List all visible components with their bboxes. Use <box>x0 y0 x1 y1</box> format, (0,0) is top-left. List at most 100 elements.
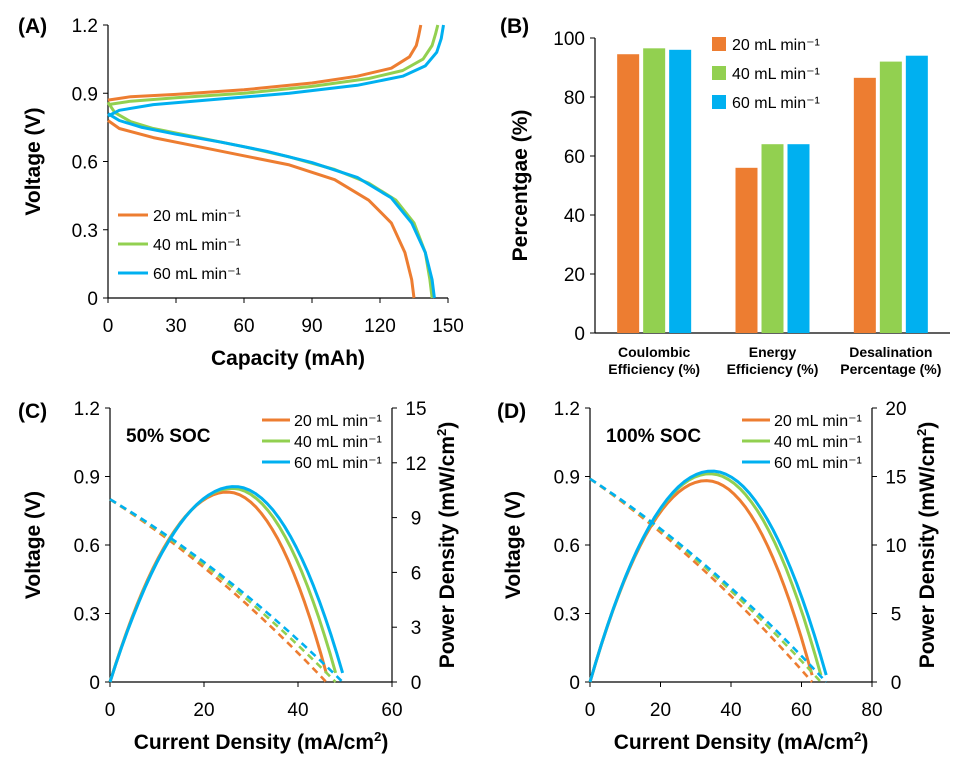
y2-axis-title-main: Power Density (mW/cm <box>436 436 459 668</box>
x-axis-title: Current Density (mA/cm2) <box>134 729 389 754</box>
x-tick-label: 20 <box>193 700 214 721</box>
panel-label: (C) <box>18 400 47 423</box>
x-axis-title-sup: 2 <box>854 729 861 744</box>
y-axis-title: Voltage (V) <box>502 491 525 599</box>
legend-label: 40 mL min⁻¹ <box>294 434 382 451</box>
series-2-power-line <box>588 469 828 683</box>
y-tick-label: 0.3 <box>74 605 100 626</box>
y2-tick-label: 9 <box>411 509 422 530</box>
series-2-power-line <box>108 485 345 683</box>
series-2-discharge-line <box>107 112 436 299</box>
y2-axis-title-main: Power Density (mW/cm <box>916 436 939 668</box>
y-tick-label: 0.6 <box>74 536 100 557</box>
legend-label: 40 mL min⁻¹ <box>774 434 862 451</box>
y-tick-label: 0 <box>569 673 580 694</box>
y-tick-label: 0.9 <box>554 468 580 489</box>
bar-energy-series-1 <box>761 144 784 333</box>
y-tick-label: 0.3 <box>72 221 98 242</box>
y2-tick-label: 10 <box>885 536 906 557</box>
bar-desalination-series-2 <box>905 55 928 333</box>
y2-tick-label: 12 <box>405 454 426 475</box>
y2-axis-title-sup: 2 <box>914 429 929 436</box>
y-tick-label: 0 <box>87 289 98 310</box>
y2-tick-label: 15 <box>885 468 906 489</box>
y-tick-label: 1.2 <box>72 16 98 37</box>
panel-label: (A) <box>18 15 47 38</box>
soc-annotation: 100% SOC <box>606 426 701 447</box>
y-axis-title: Voltage (V) <box>22 491 45 599</box>
bar-energy-series-2 <box>787 144 810 333</box>
y2-axis-title-end: ) <box>916 422 939 429</box>
legend-swatch <box>712 37 726 51</box>
x-tick-label: 120 <box>364 316 396 337</box>
x-tick-label: 20 <box>650 700 671 721</box>
panel-c-polarization-50-soc: (C) 50% SOC 0 0.3 0.6 0.9 1.2 0 3 6 9 12 15 0 20 40 60 Cu… <box>18 399 459 754</box>
bar-coulombic-series-2 <box>669 49 692 334</box>
panel-label: (D) <box>497 400 526 423</box>
y2-axis-title-sup: 2 <box>434 429 449 436</box>
y2-tick-label: 0 <box>891 673 902 694</box>
y2-tick-label: 20 <box>885 399 906 420</box>
legend-label: 20 mL min⁻¹ <box>294 413 382 430</box>
series-0-discharge-line <box>107 119 416 299</box>
bar-coulombic-series-1 <box>643 48 666 333</box>
x-tick-label: 40 <box>287 700 308 721</box>
bar-coulombic-series-0 <box>617 54 640 333</box>
y-tick-label: 80 <box>564 88 585 109</box>
x-axis-title-end: ) <box>861 731 868 754</box>
x-tick-label: 0 <box>103 316 114 337</box>
x-axis-title-sup: 2 <box>374 729 381 744</box>
y2-tick-label: 6 <box>411 563 422 584</box>
y-tick-label: 1.2 <box>554 399 580 420</box>
legend-label: 40 mL min⁻¹ <box>153 237 241 254</box>
legend-label: 20 mL min⁻¹ <box>153 208 241 225</box>
y-tick-label: 0.6 <box>72 153 98 174</box>
y-tick-label: 1.2 <box>74 399 100 420</box>
bar-energy-series-0 <box>735 167 758 333</box>
x-axis-title: Capacity (mAh) <box>211 347 365 370</box>
category-label: Desalination <box>849 344 932 360</box>
legend-label: 60 mL min⁻¹ <box>153 266 241 283</box>
category-label: Efficiency (%) <box>608 361 700 377</box>
y2-tick-label: 15 <box>405 399 426 420</box>
x-tick-label: 60 <box>791 700 812 721</box>
x-tick-label: 150 <box>432 316 464 337</box>
y-tick-label: 0 <box>89 673 100 694</box>
series-0-charge-line <box>107 24 423 102</box>
y-tick-label: 0 <box>574 324 585 345</box>
series-1-voltage-line <box>589 477 822 683</box>
legend-swatch <box>712 66 726 80</box>
y-tick-label: 100 <box>553 29 585 50</box>
series-1-voltage-line <box>109 498 337 683</box>
series-2-charge-line <box>107 24 445 118</box>
x-tick-label: 60 <box>233 316 254 337</box>
y2-tick-label: 0 <box>411 673 422 694</box>
legend-label: 20 mL min⁻¹ <box>732 37 820 54</box>
bar-desalination-series-0 <box>853 77 876 333</box>
y-tick-label: 0.3 <box>554 605 580 626</box>
x-axis-title-main: Current Density (mA/cm <box>134 731 374 754</box>
panel-d-polarization-100-soc: (D) 100% SOC 0 0.3 0.6 0.9 1.2 0 5 10 15 20 0 20 40 60 8… <box>497 399 939 754</box>
x-tick-label: 90 <box>301 316 322 337</box>
legend-label: 40 mL min⁻¹ <box>732 66 820 83</box>
x-tick-label: 60 <box>381 700 402 721</box>
panel-label: (B) <box>500 15 529 38</box>
x-axis-title-end: ) <box>381 731 388 754</box>
y2-axis-title: Power Density (mW/cm2) <box>914 422 939 668</box>
x-tick-label: 0 <box>105 700 116 721</box>
x-tick-label: 80 <box>861 700 882 721</box>
y-axis-title: Percentgae (%) <box>509 110 532 262</box>
y-tick-label: 0.9 <box>72 84 98 105</box>
series-1-charge-line <box>107 24 440 107</box>
legend-label: 60 mL min⁻¹ <box>294 455 382 472</box>
y-axis-title: Voltage (V) <box>22 107 45 215</box>
y-tick-label: 20 <box>564 265 585 286</box>
panel-a-charge-discharge: (A) 0 0.3 0.6 0.9 1.2 0 30 60 90 120 150 Capacity (m… <box>18 15 464 370</box>
series-2-voltage-line <box>109 498 344 683</box>
legend-swatch <box>712 95 726 109</box>
legend-label: 60 mL min⁻¹ <box>732 95 820 112</box>
y2-axis-title-end: ) <box>436 422 459 429</box>
series-0-voltage-line <box>589 477 814 683</box>
